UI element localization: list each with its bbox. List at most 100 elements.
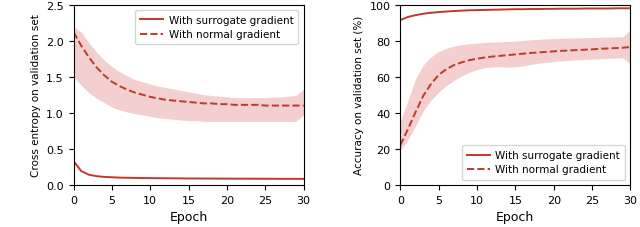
With surrogate gradient	[442, 11, 450, 14]
With normal gradient	[412, 111, 419, 114]
With normal gradient	[427, 83, 435, 86]
With surrogate gradient	[254, 178, 262, 180]
With surrogate gradient	[404, 17, 412, 19]
Y-axis label: Cross entropy on validation set: Cross entropy on validation set	[31, 14, 40, 176]
With normal gradient	[588, 49, 596, 52]
With surrogate gradient	[139, 177, 147, 180]
With surrogate gradient	[565, 8, 573, 11]
With normal gradient	[519, 53, 527, 56]
With normal gradient	[496, 55, 504, 58]
With surrogate gradient	[285, 178, 292, 180]
With normal gradient	[154, 98, 162, 100]
With surrogate gradient	[596, 8, 604, 11]
With surrogate gradient	[239, 178, 246, 180]
With normal gradient	[442, 69, 450, 71]
With surrogate gradient	[300, 178, 308, 180]
With normal gradient	[223, 103, 231, 106]
With surrogate gradient	[216, 178, 223, 180]
With surrogate gradient	[580, 8, 588, 11]
With surrogate gradient	[465, 10, 473, 12]
With normal gradient	[450, 64, 458, 67]
With normal gradient	[292, 105, 300, 107]
With surrogate gradient	[473, 10, 481, 12]
With normal gradient	[573, 49, 580, 52]
With normal gradient	[131, 92, 139, 95]
With normal gradient	[254, 104, 262, 107]
With normal gradient	[208, 103, 216, 105]
With normal gradient	[193, 102, 200, 105]
With surrogate gradient	[200, 178, 208, 180]
With normal gradient	[100, 75, 108, 77]
X-axis label: Epoch: Epoch	[496, 210, 534, 223]
With normal gradient	[542, 51, 550, 54]
With normal gradient	[458, 62, 465, 64]
With surrogate gradient	[116, 176, 124, 179]
With surrogate gradient	[604, 8, 611, 11]
With normal gradient	[611, 47, 619, 50]
With surrogate gradient	[458, 10, 465, 13]
With surrogate gradient	[147, 177, 154, 180]
With normal gradient	[619, 47, 627, 50]
With surrogate gradient	[154, 177, 162, 180]
With normal gradient	[534, 52, 542, 54]
With normal gradient	[70, 32, 77, 34]
With normal gradient	[396, 144, 404, 147]
With normal gradient	[216, 103, 223, 106]
With surrogate gradient	[170, 177, 177, 180]
With surrogate gradient	[396, 20, 404, 22]
With normal gradient	[565, 50, 573, 53]
With surrogate gradient	[550, 8, 557, 11]
With normal gradient	[93, 67, 100, 69]
With surrogate gradient	[627, 8, 634, 11]
With surrogate gradient	[85, 174, 93, 176]
With normal gradient	[473, 58, 481, 61]
With surrogate gradient	[557, 8, 565, 11]
With surrogate gradient	[77, 170, 85, 173]
Legend: With surrogate gradient, With normal gradient: With surrogate gradient, With normal gra…	[462, 145, 625, 180]
Line: With surrogate gradient: With surrogate gradient	[74, 161, 304, 179]
With surrogate gradient	[573, 8, 580, 11]
With normal gradient	[177, 100, 185, 103]
With surrogate gradient	[185, 177, 193, 180]
With normal gradient	[580, 49, 588, 52]
With surrogate gradient	[611, 8, 619, 11]
With normal gradient	[277, 105, 285, 107]
With surrogate gradient	[231, 178, 239, 180]
With normal gradient	[404, 128, 412, 131]
With surrogate gradient	[542, 8, 550, 11]
With surrogate gradient	[412, 15, 419, 17]
With surrogate gradient	[262, 178, 269, 180]
With surrogate gradient	[488, 9, 496, 12]
With surrogate gradient	[277, 178, 285, 180]
With surrogate gradient	[223, 178, 231, 180]
With surrogate gradient	[131, 177, 139, 180]
With normal gradient	[85, 57, 93, 59]
With normal gradient	[231, 104, 239, 107]
With normal gradient	[147, 96, 154, 99]
With normal gradient	[170, 100, 177, 102]
Line: With normal gradient: With normal gradient	[400, 48, 630, 146]
With surrogate gradient	[427, 12, 435, 15]
With normal gradient	[200, 103, 208, 105]
With normal gradient	[285, 105, 292, 107]
With normal gradient	[185, 101, 193, 104]
With surrogate gradient	[527, 9, 534, 11]
With surrogate gradient	[504, 9, 511, 12]
With normal gradient	[300, 105, 308, 107]
Line: With surrogate gradient: With surrogate gradient	[400, 9, 630, 21]
With normal gradient	[481, 57, 488, 59]
With surrogate gradient	[269, 178, 277, 180]
With surrogate gradient	[481, 10, 488, 12]
With surrogate gradient	[435, 12, 442, 14]
With surrogate gradient	[511, 9, 519, 12]
With surrogate gradient	[450, 11, 458, 13]
With surrogate gradient	[292, 178, 300, 180]
With normal gradient	[557, 50, 565, 53]
With normal gradient	[419, 95, 427, 98]
With surrogate gradient	[619, 8, 627, 11]
With surrogate gradient	[124, 177, 131, 179]
Line: With normal gradient: With normal gradient	[74, 33, 304, 106]
With surrogate gradient	[70, 160, 77, 163]
With normal gradient	[596, 48, 604, 51]
With normal gradient	[627, 47, 634, 49]
